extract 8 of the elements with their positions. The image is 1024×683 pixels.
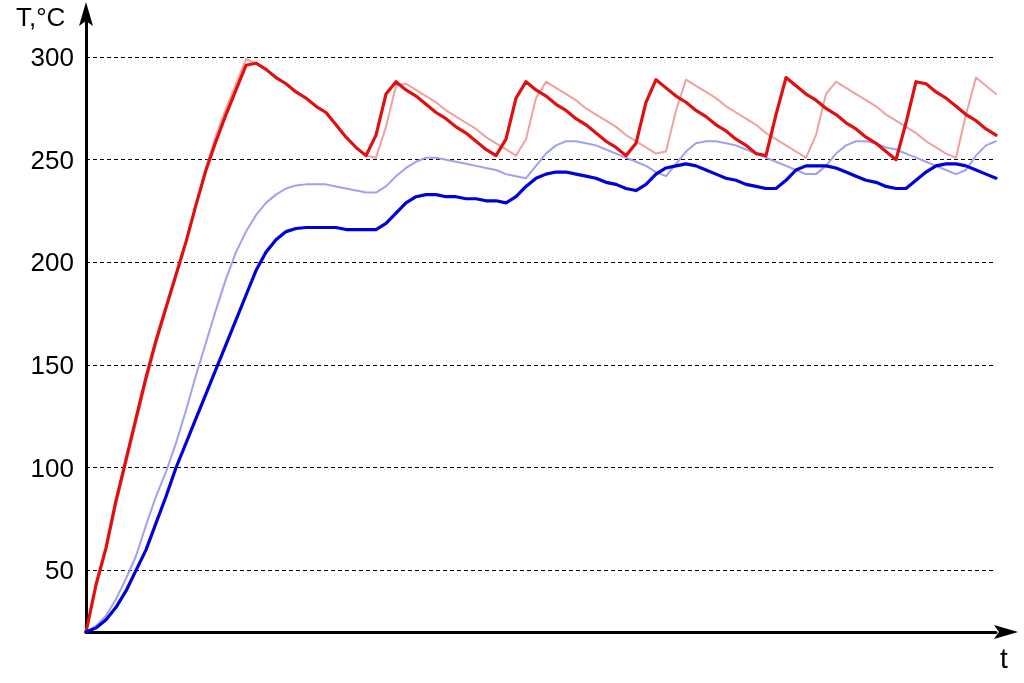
y-tick-label: 50 bbox=[45, 555, 74, 586]
y-tick-label: 200 bbox=[30, 247, 74, 278]
x-axis-title: t bbox=[1000, 642, 1008, 674]
y-axis-title: T,°C bbox=[16, 2, 66, 32]
y-tick-label: 100 bbox=[30, 452, 74, 483]
y-tick-label: 150 bbox=[30, 350, 74, 381]
y-tick-label: 300 bbox=[30, 42, 74, 73]
y-tick-label: 250 bbox=[30, 144, 74, 175]
